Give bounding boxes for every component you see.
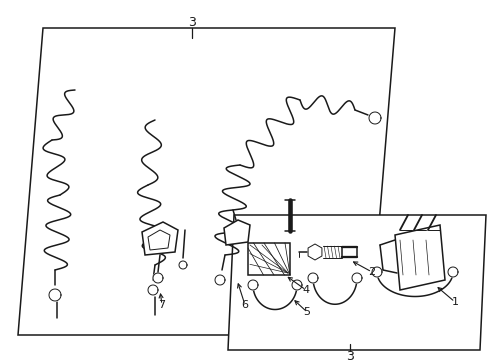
Polygon shape — [142, 222, 178, 255]
Polygon shape — [307, 244, 321, 260]
Polygon shape — [394, 225, 444, 290]
Bar — [247, 243, 289, 275]
Text: 2: 2 — [367, 267, 375, 277]
Polygon shape — [247, 280, 258, 290]
Text: 6: 6 — [241, 300, 248, 310]
Polygon shape — [179, 261, 186, 269]
Polygon shape — [18, 28, 394, 335]
Polygon shape — [447, 267, 457, 277]
Text: 7: 7 — [158, 300, 165, 310]
Polygon shape — [148, 285, 158, 295]
Text: 4: 4 — [302, 285, 309, 295]
Polygon shape — [307, 273, 317, 283]
Text: 3: 3 — [188, 15, 196, 28]
Polygon shape — [227, 215, 485, 350]
Polygon shape — [351, 273, 361, 283]
Polygon shape — [148, 230, 170, 250]
Polygon shape — [49, 289, 61, 301]
Polygon shape — [224, 220, 249, 245]
Polygon shape — [291, 280, 302, 290]
Polygon shape — [368, 112, 380, 124]
Polygon shape — [153, 273, 163, 283]
Text: 1: 1 — [450, 297, 458, 307]
Polygon shape — [371, 267, 381, 277]
Polygon shape — [215, 275, 224, 285]
Text: 3: 3 — [346, 350, 353, 360]
Text: 5: 5 — [303, 307, 310, 317]
